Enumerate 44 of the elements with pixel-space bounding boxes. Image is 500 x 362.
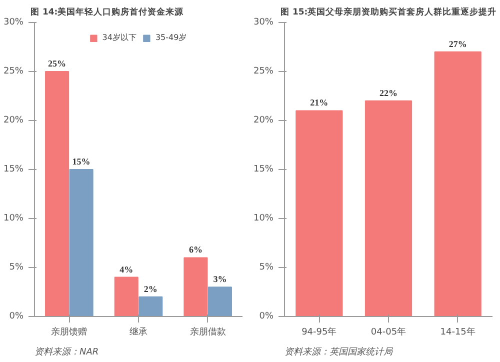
- chart-title: 图 15:英国父母亲朋资助购买首套房人群比重逐步提升: [280, 6, 497, 18]
- y-tick-label: 30%: [253, 18, 274, 28]
- y-tick-label: 25%: [3, 66, 24, 76]
- x-tick-label: 亲朋借款: [190, 326, 226, 338]
- data-label: 6%: [188, 244, 202, 255]
- x-tick-label: 94-95年: [302, 326, 337, 338]
- y-tick-label: 25%: [253, 66, 274, 76]
- legend-label: 35-49岁: [155, 32, 187, 43]
- y-tick-label: 5%: [259, 262, 274, 272]
- bar: [364, 100, 412, 316]
- x-tick-label: 14-15年: [440, 326, 476, 338]
- y-tick-label: 5%: [9, 262, 24, 272]
- x-tick-label: 亲朋馈赠: [51, 326, 88, 338]
- y-tick-label: 20%: [253, 116, 274, 126]
- bar: [138, 296, 163, 316]
- y-tick-label: 0%: [9, 312, 24, 322]
- bar: [434, 51, 482, 316]
- y-tick-label: 30%: [3, 18, 24, 28]
- y-tick-label: 20%: [3, 116, 24, 126]
- data-label: 4%: [120, 264, 134, 274]
- x-tick-label: 继承: [130, 326, 148, 338]
- y-tick-label: 15%: [3, 164, 24, 174]
- bar: [184, 257, 208, 316]
- x-tick-label: 04-05年: [370, 326, 406, 338]
- bar: [296, 110, 343, 316]
- data-label: 15%: [72, 156, 90, 166]
- text: 资料来源：英国国家统计局: [284, 346, 394, 358]
- bar: [114, 276, 138, 316]
- legend-label: 34岁以下: [102, 32, 136, 43]
- y-tick-label: 10%: [253, 214, 274, 224]
- data-label: 21%: [310, 98, 328, 108]
- data-label: 27%: [448, 38, 467, 49]
- y-tick-label: 10%: [3, 214, 24, 224]
- text: 资料来源：NAR: [34, 346, 99, 358]
- data-label: 25%: [48, 58, 66, 68]
- bar: [208, 286, 232, 316]
- y-tick-label: 0%: [259, 312, 274, 322]
- data-label: 22%: [380, 88, 398, 98]
- data-label: 3%: [213, 274, 227, 284]
- chart-title: 图 14:美国年轻人口购房首付资金来源: [30, 6, 185, 18]
- data-label: 2%: [144, 284, 158, 294]
- bar: [69, 169, 94, 316]
- y-tick-label: 15%: [253, 164, 274, 174]
- bar: [45, 71, 70, 316]
